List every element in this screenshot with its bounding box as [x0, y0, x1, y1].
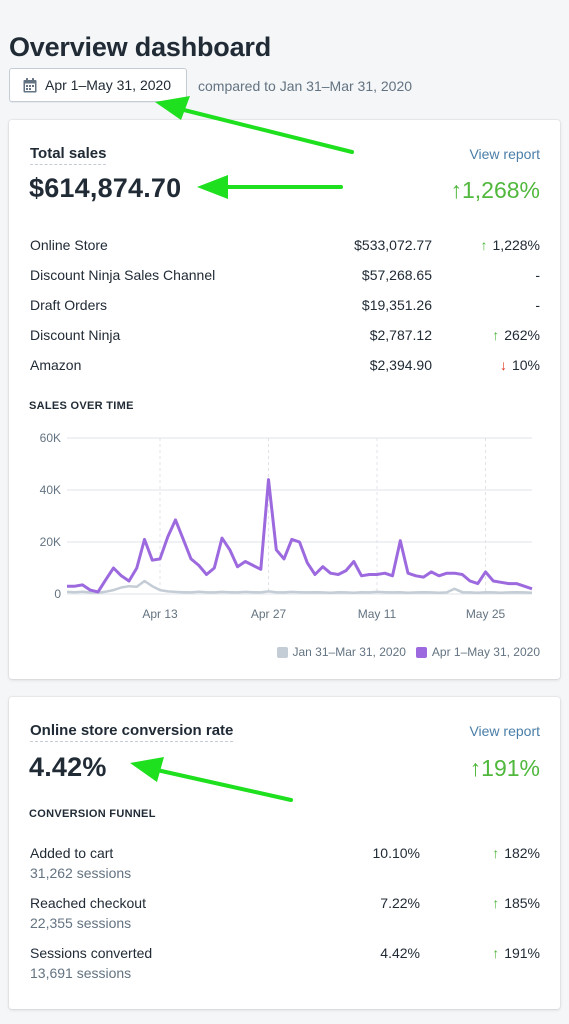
funnel-row: Reached checkout 22,355 sessions 7.22% ↑ 185… — [30, 895, 540, 937]
funnel-step-sessions: 31,262 sessions — [30, 865, 132, 881]
funnel-step-label: Added to cart — [30, 845, 114, 861]
sales-channel-change-value: - — [535, 297, 540, 313]
total-sales-card: Total sales View report $614,874.70 ↑1,2… — [9, 120, 560, 679]
total-sales-value: $614,874.70 — [29, 173, 182, 203]
sales-channel-label: Draft Orders — [30, 297, 108, 313]
legend-swatch-previous — [276, 646, 288, 658]
y-tick-label: 40K — [40, 483, 61, 497]
arrow-up-icon: ↑ — [492, 327, 500, 343]
legend-label-current: Apr 1–May 31, 2020 — [431, 645, 540, 659]
page-title: Overview dashboard — [9, 32, 271, 63]
arrow-up-icon: ↑ — [480, 237, 488, 253]
sales-channel-change: ↑ 262% — [492, 327, 540, 343]
arrow-down-icon: ↓ — [499, 357, 507, 373]
sales-channel-change: - — [535, 297, 540, 313]
sales-channel-value: $2,787.12 — [369, 327, 432, 343]
arrow-up-icon: ↑ — [492, 845, 500, 861]
total-sales-change-value: 1,268% — [461, 177, 540, 203]
y-tick-label: 20K — [40, 535, 61, 549]
sales-channel-value: $57,268.65 — [361, 267, 432, 283]
sales-over-time-heading: SALES OVER TIME — [29, 400, 134, 412]
chart-legend: Jan 31–Mar 31, 2020 Apr 1–May 31, 2020 — [267, 645, 540, 659]
conversion-rate-change: ↑191% — [470, 755, 540, 782]
sales-channel-row: Discount Ninja $2,787.12 ↑ 262% — [30, 327, 540, 347]
sales-channel-change-value: - — [535, 267, 540, 283]
funnel-step-change-value: 191% — [504, 945, 540, 961]
conversion-rate-title[interactable]: Online store conversion rate — [30, 722, 234, 742]
sales-over-time-chart[interactable]: 0 20K 40K 60K Apr 13 Apr 27 May 11 May 25 — [9, 420, 560, 630]
arrow-up-icon: ↑ — [492, 945, 500, 961]
sales-channel-label: Online Store — [30, 237, 108, 253]
arrow-up-icon: ↑ — [492, 895, 500, 911]
sales-channel-change: ↑ 1,228% — [481, 237, 540, 253]
sales-channel-label: Amazon — [30, 357, 82, 373]
sales-channel-change-value: 1,228% — [492, 237, 540, 253]
total-sales-view-report-link[interactable]: View report — [469, 146, 540, 162]
legend-swatch-current — [415, 646, 427, 658]
sales-channel-row: Online Store $533,072.77 ↑ 1,228% — [30, 237, 540, 257]
conversion-rate-card: Online store conversion rate View report… — [9, 697, 560, 1009]
y-tick-label: 0 — [54, 587, 61, 601]
date-range-label: Apr 1–May 31, 2020 — [45, 77, 172, 93]
funnel-step-change: ↑ 191% — [492, 945, 540, 961]
arrow-up-icon: ↑ — [450, 177, 462, 203]
sales-channel-label: Discount Ninja Sales Channel — [30, 267, 216, 283]
funnel-step-change-value: 182% — [504, 845, 540, 861]
funnel-step-label: Reached checkout — [30, 895, 146, 911]
x-tick-label: May 25 — [466, 607, 506, 621]
series-line-current[interactable] — [67, 478, 533, 594]
arrow-up-icon: ↑ — [469, 755, 482, 781]
funnel-step-sessions: 22,355 sessions — [30, 915, 132, 931]
funnel-step-rate: 4.42% — [380, 945, 420, 961]
conversion-rate-change-value: 191% — [481, 755, 540, 781]
sales-channel-row: Draft Orders $19,351.26 - — [30, 297, 540, 317]
legend-item-current[interactable]: Apr 1–May 31, 2020 — [415, 645, 540, 659]
funnel-step-change: ↑ 182% — [492, 845, 540, 861]
total-sales-change: ↑1,268% — [450, 177, 540, 204]
total-sales-title[interactable]: Total sales — [30, 145, 107, 165]
legend-item-previous[interactable]: Jan 31–Mar 31, 2020 — [276, 645, 406, 659]
sales-channel-row: Discount Ninja Sales Channel $57,268.65 - — [30, 267, 540, 287]
x-tick-label: Apr 27 — [251, 607, 287, 621]
y-tick-label: 60K — [40, 431, 61, 445]
legend-label-previous: Jan 31–Mar 31, 2020 — [292, 645, 406, 659]
sales-channel-change-value: 262% — [504, 327, 540, 343]
sales-channel-change-value: 10% — [511, 357, 540, 373]
x-tick-label: Apr 13 — [142, 607, 178, 621]
date-range-button[interactable]: Apr 1–May 31, 2020 — [9, 68, 187, 102]
series-line-previous[interactable] — [66, 579, 533, 594]
funnel-step-rate: 7.22% — [380, 895, 420, 911]
sales-channel-change: - — [535, 267, 540, 283]
funnel-row: Sessions converted 13,691 sessions 4.42% ↑ 1… — [30, 945, 540, 987]
sales-channel-change: ↓ 10% — [500, 357, 540, 373]
funnel-step-change: ↑ 185% — [492, 895, 540, 911]
funnel-row: Added to cart 31,262 sessions 10.10% ↑ 182% — [30, 845, 540, 887]
funnel-step-rate: 10.10% — [372, 845, 420, 861]
sales-channel-row: Amazon $2,394.90 ↓ 10% — [30, 357, 540, 377]
sales-channel-label: Discount Ninja — [30, 327, 121, 343]
conversion-rate-value: 4.42% — [29, 752, 107, 782]
funnel-step-sessions: 13,691 sessions — [30, 965, 132, 981]
funnel-step-label: Sessions converted — [30, 945, 153, 961]
calendar-icon — [23, 77, 37, 92]
conversion-funnel-heading: CONVERSION FUNNEL — [29, 808, 156, 820]
comparison-text: compared to Jan 31–Mar 31, 2020 — [198, 78, 413, 94]
sales-channel-value: $2,394.90 — [369, 357, 432, 373]
x-tick-label: May 11 — [358, 607, 397, 621]
sales-channel-value: $19,351.26 — [361, 297, 432, 313]
funnel-step-change-value: 185% — [504, 895, 540, 911]
sales-channel-value: $533,072.77 — [354, 237, 432, 253]
conversion-view-report-link[interactable]: View report — [469, 723, 540, 739]
